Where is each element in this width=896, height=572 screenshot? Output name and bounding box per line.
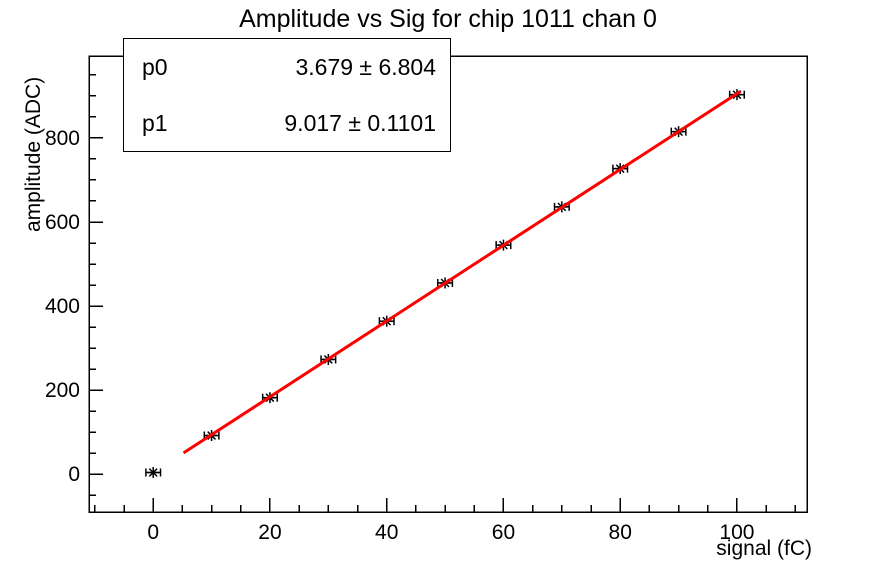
- fit-line: [182, 90, 742, 455]
- stats-row-p0: p0 3.679 ± 6.804: [124, 53, 450, 80]
- x-tick-label: 80: [609, 521, 632, 544]
- y-tick-label: 200: [45, 379, 80, 402]
- x-tick-label: 60: [492, 521, 515, 544]
- y-tick-label: 800: [45, 127, 80, 150]
- y-axis-title: amplitude (ADC): [22, 76, 45, 232]
- x-tick-label: 20: [258, 521, 281, 544]
- chart-title: Amplitude vs Sig for chip 1011 chan 0: [239, 5, 657, 33]
- stats-param-value: 9.017 ± 0.1101: [284, 109, 436, 136]
- x-tick-label: 100: [719, 521, 754, 544]
- y-tick-label: 0: [68, 463, 80, 486]
- x-tick-label: 0: [147, 521, 159, 544]
- x-tick-label: 40: [375, 521, 398, 544]
- stats-param-name: p0: [142, 53, 168, 80]
- stats-param-name: p1: [142, 109, 168, 136]
- y-tick-label: 400: [45, 295, 80, 318]
- stats-row-p1: p1 9.017 ± 0.1101: [124, 109, 450, 136]
- x-axis-title: signal (fC): [716, 537, 812, 560]
- y-tick-label: 600: [45, 211, 80, 234]
- stats-param-value: 3.679 ± 6.804: [295, 53, 436, 80]
- data-point-marker: [148, 468, 158, 477]
- fit-stats-box: p0 3.679 ± 6.804 p1 9.017 ± 0.1101: [123, 38, 451, 152]
